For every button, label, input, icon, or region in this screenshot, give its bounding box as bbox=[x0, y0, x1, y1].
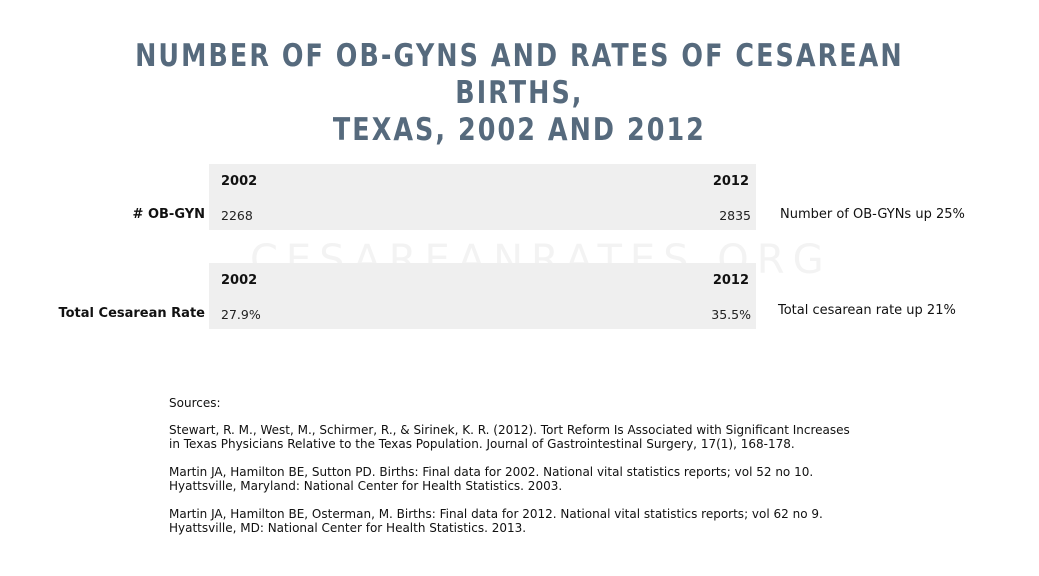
page-title: NUMBER OF OB-GYNS AND RATES OF CESAREAN … bbox=[93, 38, 945, 149]
ob-gyn-value-2002: 2268 bbox=[221, 208, 253, 223]
cesarean-rate-value-2012: 35.5% bbox=[711, 307, 751, 322]
source-reference-line: Hyattsville, MD: National Center for Hea… bbox=[169, 521, 527, 535]
source-reference: Martin JA, Hamilton BE, Osterman, M. Bir… bbox=[169, 507, 909, 535]
ob-gyn-panel: 2002 2012 2268 2835 bbox=[209, 164, 756, 230]
year-header-2012: 2012 bbox=[712, 273, 749, 288]
ob-gyn-value-2012: 2835 bbox=[719, 208, 751, 223]
source-reference-line: Martin JA, Hamilton BE, Sutton PD. Birth… bbox=[169, 465, 814, 479]
year-header-2002: 2002 bbox=[221, 174, 258, 189]
source-reference-line: Hyattsville, Maryland: National Center f… bbox=[169, 479, 563, 493]
sources-heading: Sources: bbox=[169, 396, 221, 410]
source-reference-line: in Texas Physicians Relative to the Texa… bbox=[169, 437, 795, 451]
cesarean-rate-change-note: Total cesarean rate up 21% bbox=[778, 303, 956, 318]
row-label-ob-gyn: # OB-GYN bbox=[132, 207, 205, 222]
sources-section: Sources: Stewart, R. M., West, M., Schir… bbox=[169, 396, 909, 549]
row-label-cesarean-rate: Total Cesarean Rate bbox=[58, 306, 205, 321]
ob-gyn-change-note: Number of OB-GYNs up 25% bbox=[780, 207, 965, 222]
source-reference: Martin JA, Hamilton BE, Sutton PD. Birth… bbox=[169, 465, 909, 493]
cesarean-rate-value-2002: 27.9% bbox=[221, 307, 261, 322]
source-reference-line: Martin JA, Hamilton BE, Osterman, M. Bir… bbox=[169, 507, 823, 521]
title-line-1: NUMBER OF OB-GYNS AND RATES OF CESAREAN … bbox=[135, 38, 904, 111]
year-header-2012: 2012 bbox=[712, 174, 749, 189]
cesarean-rate-panel: 2002 2012 27.9% 35.5% bbox=[209, 263, 756, 329]
title-line-2: TEXAS, 2002 AND 2012 bbox=[332, 112, 706, 148]
source-reference-line: Stewart, R. M., West, M., Schirmer, R., … bbox=[169, 423, 850, 437]
source-reference: Stewart, R. M., West, M., Schirmer, R., … bbox=[169, 423, 909, 451]
year-header-2002: 2002 bbox=[221, 273, 258, 288]
